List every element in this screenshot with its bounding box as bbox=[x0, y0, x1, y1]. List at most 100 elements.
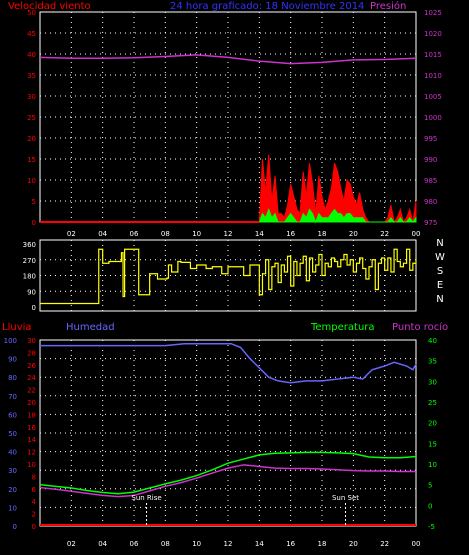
wind-tick-label: 30 bbox=[27, 93, 36, 101]
wind-tick-label: 45 bbox=[27, 30, 36, 38]
pressure-tick-label: 995 bbox=[424, 135, 437, 143]
header-pressure-label: Presión bbox=[370, 0, 406, 12]
sunrise-label: Sun Rise bbox=[131, 494, 161, 502]
rain-tick-label: 26 bbox=[27, 362, 36, 370]
temperature-tick-label: -5 bbox=[428, 523, 435, 531]
x-tick-label: 06 bbox=[130, 540, 139, 548]
temperature-tick-label: 5 bbox=[428, 482, 432, 490]
compass-letter: S bbox=[437, 266, 443, 277]
data-marks bbox=[39, 54, 417, 526]
x-tick-label: 04 bbox=[98, 230, 107, 238]
x-tick-label: 02 bbox=[67, 230, 76, 238]
x-tick-label: 22 bbox=[380, 230, 389, 238]
pressure-tick-label: 1020 bbox=[424, 30, 442, 38]
rain-tick-label: 30 bbox=[27, 337, 36, 345]
axis-labels: 0510152025303540455097598098599099510001… bbox=[4, 9, 445, 548]
pressure-tick-label: 1010 bbox=[424, 72, 442, 80]
pressure-tick-label: 1025 bbox=[424, 9, 442, 17]
temperature-tick-label: 30 bbox=[428, 378, 437, 386]
humidity-tick-label: 70 bbox=[8, 393, 17, 401]
x-tick-label: 22 bbox=[380, 540, 389, 548]
pressure-tick-label: 975 bbox=[424, 219, 437, 227]
x-tick-label: 18 bbox=[318, 230, 327, 238]
wind-gust-area bbox=[258, 207, 417, 224]
wind-tick-label: 25 bbox=[27, 114, 36, 122]
rain-tick-label: 12 bbox=[27, 449, 36, 457]
wind-tick-label: 0 bbox=[32, 219, 36, 227]
humidity-tick-label: 10 bbox=[8, 504, 17, 512]
temperature-tick-label: 0 bbox=[428, 502, 432, 510]
x-tick-label: 04 bbox=[98, 540, 107, 548]
rain-tick-label: 2 bbox=[32, 511, 36, 519]
compass-letter: N bbox=[436, 238, 443, 249]
temperature-axis-title: Temperatura bbox=[310, 322, 375, 333]
x-tick-label: 20 bbox=[349, 230, 358, 238]
pressure-line bbox=[39, 54, 417, 65]
wind-direction-line bbox=[40, 248, 417, 305]
temperature-tick-label: 10 bbox=[428, 461, 437, 469]
pressure-tick-label: 1005 bbox=[424, 93, 442, 101]
pressure-tick-label: 980 bbox=[424, 198, 437, 206]
wind-speed-area bbox=[258, 154, 417, 224]
dewpoint-axis-title: Punto rocío bbox=[392, 321, 448, 333]
x-tick-label: 10 bbox=[192, 540, 201, 548]
humidity-tick-label: 60 bbox=[8, 411, 17, 419]
humidity-tick-label: 100 bbox=[4, 337, 17, 345]
temperature-tick-label: 25 bbox=[428, 399, 437, 407]
humidity-tick-label: 30 bbox=[8, 467, 17, 475]
x-tick-label: 08 bbox=[161, 540, 170, 548]
wind-tick-label: 5 bbox=[32, 198, 36, 206]
header-wind-label: Velocidad viento bbox=[8, 1, 91, 12]
direction-tick-label: 360 bbox=[23, 241, 36, 249]
x-tick-label: 08 bbox=[161, 230, 170, 238]
rain-tick-label: 28 bbox=[27, 349, 36, 357]
direction-tick-label: 0 bbox=[32, 304, 36, 312]
rain-tick-label: 8 bbox=[32, 473, 36, 481]
header-date-title: 24 hora graficado: 18 Noviembre 2014 bbox=[170, 1, 364, 12]
rain-tick-label: 20 bbox=[27, 399, 36, 407]
x-tick-label: 12 bbox=[224, 230, 233, 238]
temperature-tick-label: 15 bbox=[428, 440, 437, 448]
rain-tick-label: 16 bbox=[27, 424, 36, 432]
x-tick-label: 10 bbox=[192, 230, 201, 238]
rain-tick-label: 24 bbox=[27, 374, 36, 382]
rain-tick-label: 6 bbox=[32, 486, 37, 494]
pressure-tick-label: 1000 bbox=[424, 114, 442, 122]
pressure-tick-label: 1015 bbox=[424, 51, 442, 59]
direction-tick-label: 90 bbox=[27, 288, 36, 296]
humidity-tick-label: 90 bbox=[8, 356, 17, 364]
rain-tick-label: 18 bbox=[27, 411, 36, 419]
humidity-tick-label: 0 bbox=[13, 523, 17, 531]
x-tick-label: 12 bbox=[224, 540, 233, 548]
humidity-tick-label: 20 bbox=[8, 486, 17, 494]
rain-tick-label: 14 bbox=[27, 436, 36, 444]
compass-letter: E bbox=[437, 280, 443, 291]
pressure-tick-label: 985 bbox=[424, 177, 437, 185]
x-tick-label: 16 bbox=[286, 230, 295, 238]
x-tick-label: 02 bbox=[67, 540, 76, 548]
x-tick-label: 00 bbox=[412, 540, 421, 548]
pressure-tick-label: 990 bbox=[424, 156, 437, 164]
wind-tick-label: 40 bbox=[27, 51, 36, 59]
wind-tick-label: 50 bbox=[27, 9, 36, 17]
compass-letter: N bbox=[436, 294, 443, 305]
sunset-label: Sun Set bbox=[332, 494, 359, 502]
humidity-tick-label: 80 bbox=[8, 374, 17, 382]
x-tick-label: 14 bbox=[255, 230, 264, 238]
humidity-axis-title: Humedad bbox=[66, 322, 115, 333]
temperature-tick-label: 35 bbox=[428, 358, 437, 366]
wind-tick-label: 20 bbox=[27, 135, 36, 143]
humidity-tick-label: 50 bbox=[8, 430, 17, 438]
rain-axis-title: Lluvia bbox=[2, 322, 32, 333]
x-tick-label: 20 bbox=[349, 540, 358, 548]
x-tick-label: 16 bbox=[286, 540, 295, 548]
wind-tick-label: 35 bbox=[27, 72, 36, 80]
x-tick-label: 14 bbox=[255, 540, 264, 548]
direction-tick-label: 270 bbox=[23, 257, 36, 265]
rain-tick-label: 10 bbox=[27, 461, 36, 469]
temperature-tick-label: 20 bbox=[428, 420, 437, 428]
rain-tick-label: 0 bbox=[32, 523, 36, 531]
temperature-line bbox=[39, 451, 417, 495]
x-tick-label: 06 bbox=[130, 230, 139, 238]
